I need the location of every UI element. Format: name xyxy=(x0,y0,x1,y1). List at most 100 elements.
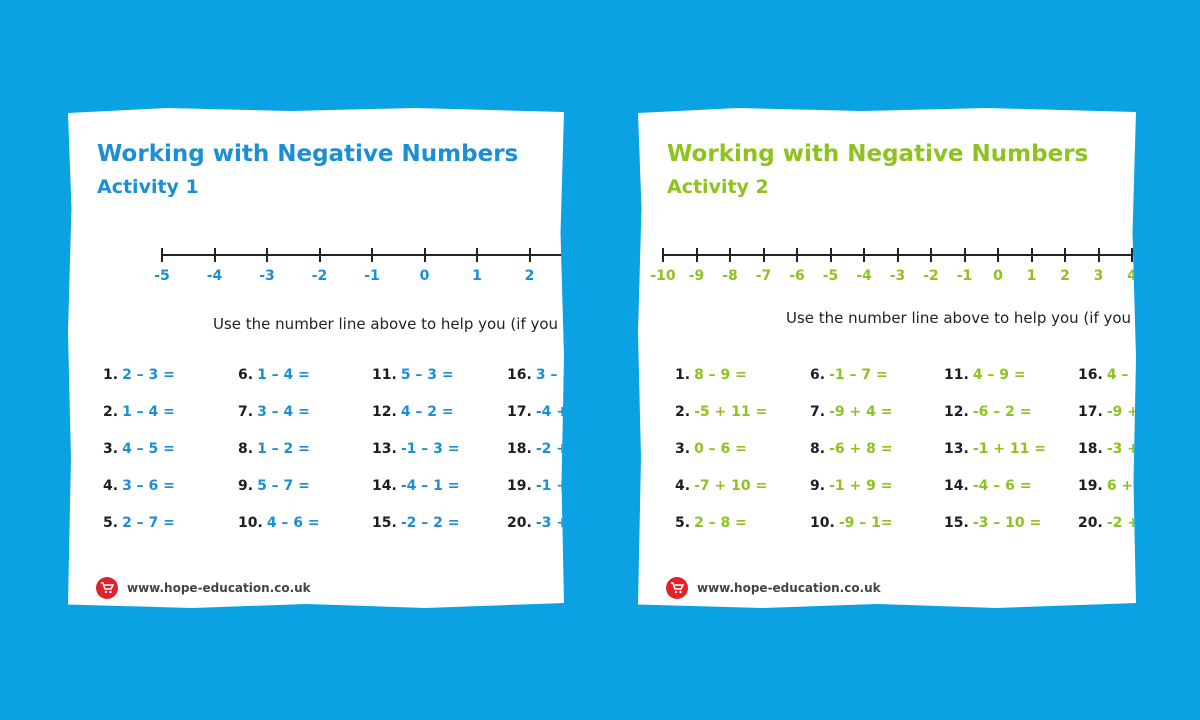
number-line-tick xyxy=(1097,248,1100,262)
number-line-tick xyxy=(528,248,531,262)
question-item: 13. -1 – 3 = xyxy=(372,441,459,457)
number-line-label: -2 xyxy=(923,268,939,284)
number-line-tick xyxy=(318,248,321,262)
number-line-label: -5 xyxy=(154,268,170,284)
question-number: 10. xyxy=(810,515,835,531)
number-line-tick xyxy=(896,248,899,262)
number-line-label: -6 xyxy=(789,268,805,284)
number-line-label: 0 xyxy=(993,268,1003,284)
question-expression: 5 – 3 = xyxy=(400,367,454,383)
question-number: 13. xyxy=(944,441,969,457)
question-number: 11. xyxy=(372,367,397,383)
number-line-label: -3 xyxy=(259,268,275,284)
question-number: 8. xyxy=(810,441,826,457)
question-item: 1. 8 – 9 = xyxy=(675,367,747,383)
number-line-label: -8 xyxy=(722,268,738,284)
question-number: 4. xyxy=(675,478,691,494)
cart-icon xyxy=(666,577,688,599)
number-line-label: 0 xyxy=(419,268,430,284)
worksheet-title: Working with Negative Numbers xyxy=(667,141,1089,167)
question-number: 14. xyxy=(944,478,969,494)
question-expression: -6 + 8 = xyxy=(829,441,893,457)
question-expression: -7 + 10 = xyxy=(694,478,768,494)
question-number: 1. xyxy=(675,367,691,383)
number-line-label: -1 xyxy=(364,268,380,284)
question-item: 20. -3 + xyxy=(507,515,564,531)
question-expression: -3 – 10 = xyxy=(972,515,1042,531)
question-item: 16. 4 – xyxy=(1078,367,1128,383)
instruction-text: Use the number line above to help you (i… xyxy=(213,315,559,333)
number-line-tick xyxy=(662,248,664,262)
question-expression: -4 – 1 = xyxy=(400,478,460,494)
number-line-tick xyxy=(161,248,163,262)
number-line: -10 -9 -8 -7 -6 -5 -4 -3 -2 -1 0 1 2 3 4 xyxy=(638,248,1136,293)
question-number: 2. xyxy=(675,404,691,420)
question-expression: 2 – 8 = xyxy=(694,515,747,531)
number-line-tick xyxy=(1131,248,1133,262)
question-number: 17. xyxy=(1078,404,1103,420)
question-item: 17. -9 + xyxy=(1078,404,1136,420)
question-expression: 4 – xyxy=(1106,367,1129,383)
question-number: 5. xyxy=(675,515,691,531)
question-item: 18. -2 + xyxy=(507,441,564,457)
question-expression: 5 – 7 = xyxy=(257,478,310,494)
question-expression: -1 + xyxy=(535,478,564,494)
question-item: 7. 3 – 4 = xyxy=(238,404,310,420)
question-number: 19. xyxy=(507,478,532,494)
question-expression: 4 – 5 = xyxy=(122,441,175,457)
question-item: 11. 4 – 9 = xyxy=(944,367,1026,383)
cart-icon xyxy=(96,577,118,599)
question-item: 20. -2 + xyxy=(1078,515,1136,531)
number-line-label: 3 xyxy=(1093,268,1104,284)
footer-url: www.hope-education.co.uk xyxy=(127,581,311,595)
question-number: 8. xyxy=(238,441,254,457)
question-item: 9. 5 – 7 = xyxy=(238,478,310,494)
worksheet-subtitle: Activity 2 xyxy=(667,176,769,198)
question-expression: 3 – 4 = xyxy=(257,404,310,420)
question-number: 16. xyxy=(1078,367,1103,383)
question-item: 17. -4 + xyxy=(507,404,564,420)
number-line-label: 4 xyxy=(1127,268,1136,284)
question-expression: -2 + xyxy=(535,441,564,457)
number-line-tick xyxy=(796,248,798,262)
question-item: 8. 1 – 2 = xyxy=(238,441,310,457)
question-expression: -9 – 1= xyxy=(838,515,893,531)
number-line-label: -4 xyxy=(206,268,223,284)
number-line-tick xyxy=(729,248,731,262)
number-line-label: -4 xyxy=(856,268,872,284)
number-line-label: 2 xyxy=(524,268,535,284)
instruction-text: Use the number line above to help you (i… xyxy=(786,309,1132,327)
worksheet-subtitle: Activity 1 xyxy=(97,176,199,198)
number-line-tick xyxy=(266,248,268,262)
question-item: 3. 0 – 6 = xyxy=(675,441,747,457)
worksheet-activity-2: Working with Negative Numbers Activity 2… xyxy=(638,108,1136,608)
question-number: 19. xyxy=(1078,478,1103,494)
question-item: 10. 4 – 6 = xyxy=(238,515,320,531)
question-item: 9. -1 + 9 = xyxy=(810,478,892,494)
question-expression: -6 – 2 = xyxy=(972,404,1032,420)
worksheet-title: Working with Negative Numbers xyxy=(97,141,519,167)
question-expression: 4 – 9 = xyxy=(972,367,1026,383)
number-line-tick xyxy=(476,248,478,262)
number-line-axis xyxy=(162,254,564,256)
question-number: 12. xyxy=(944,404,969,420)
question-expression: -3 + xyxy=(535,515,564,531)
question-number: 3. xyxy=(103,441,119,457)
question-item: 12. 4 – 2 = xyxy=(372,404,454,420)
number-line-tick xyxy=(762,248,765,262)
number-line-label: -7 xyxy=(755,268,772,284)
question-number: 6. xyxy=(810,367,826,383)
question-item: 15. -2 – 2 = xyxy=(372,515,459,531)
question-number: 18. xyxy=(507,441,532,457)
question-item: 2. -5 + 11 = xyxy=(675,404,767,420)
question-item: 7. -9 + 4 = xyxy=(810,404,892,420)
question-number: 11. xyxy=(944,367,969,383)
question-number: 10. xyxy=(238,515,263,531)
number-line-label: 1 xyxy=(472,268,482,284)
number-line-tick xyxy=(829,248,832,262)
question-expression: 0 – 6 = xyxy=(694,441,747,457)
question-number: 16. xyxy=(507,367,532,383)
footer: www.hope-education.co.uk xyxy=(666,577,881,599)
question-item: 19. 6 + xyxy=(1078,478,1133,494)
number-line-label: -9 xyxy=(688,268,705,284)
